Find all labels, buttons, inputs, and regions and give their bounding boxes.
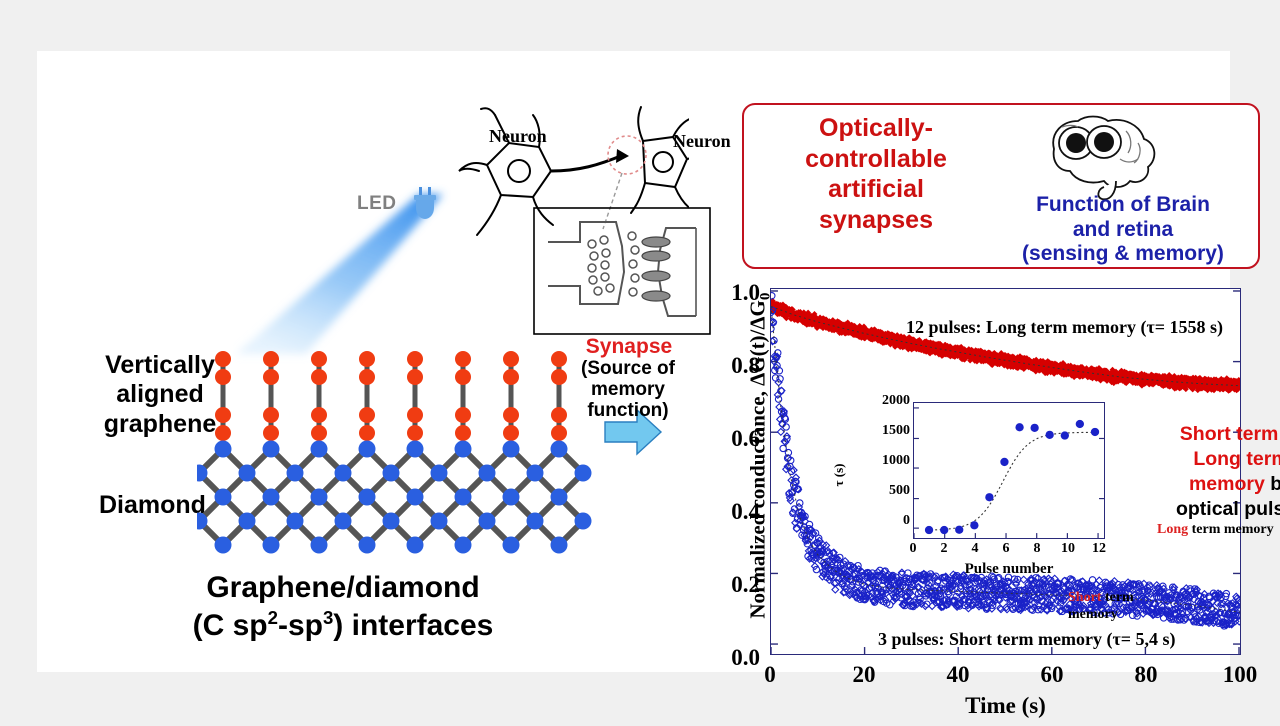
callout-title: Optically- controllable artificial synap… — [766, 113, 986, 235]
led-label: LED — [357, 193, 397, 214]
x-tick-0: 0 — [764, 662, 776, 687]
inset-y-tick-1000: 1000 — [882, 453, 910, 468]
synapse-sub-3: function) — [587, 399, 669, 421]
inset-note-long: Long term memory — [1157, 522, 1274, 538]
inset-x-tick-6: 6 — [1002, 541, 1010, 556]
highlight-2: Long term — [1193, 447, 1280, 470]
inset-x-tick-8: 8 — [1033, 541, 1041, 556]
right-arrow-icon — [604, 408, 663, 456]
inset-data-layer — [913, 407, 1104, 538]
highlight-3-red: memory — [1188, 472, 1265, 495]
chart-plot-area: 12 pulses: Long term memory (τ= 1558 s) … — [766, 288, 1280, 655]
highlight-4: optical pulses — [1175, 497, 1280, 520]
inset-note-short: Short term memory — [1068, 589, 1134, 623]
inset-x-tick-10: 10 — [1061, 541, 1075, 556]
synapse-detail-box — [533, 207, 711, 335]
x-tick-20: 20 — [852, 662, 876, 687]
inset-y-tick-2000: 2000 — [882, 393, 910, 408]
inset-x-axis-label: Pulse number — [964, 561, 1054, 577]
memory-decay-chart: Normalized conductance, ΔG(t)/ΔG0 0.0 0.… — [692, 276, 1280, 726]
y-tick-3: 0.6 — [731, 426, 760, 451]
brain-with-eyes-icon — [1052, 115, 1156, 201]
inset-x-tick-12: 12 — [1092, 541, 1106, 556]
x-tick-100: 100 — [1222, 662, 1258, 687]
callout-right-1: Function of Brain — [1036, 193, 1210, 216]
series-short-term — [766, 292, 1245, 630]
synapse-sublabel: (Source of memory function) — [543, 358, 713, 422]
inset-note-short-2: memory — [1068, 607, 1118, 623]
y-tick-0: 0.0 — [731, 645, 760, 670]
y-tick-5: 1.0 — [731, 280, 760, 305]
chart-data-layer — [766, 290, 1245, 654]
highlight-3: memory by — [1166, 472, 1280, 497]
y-tick-4: 0.8 — [731, 353, 760, 378]
neuron-right-label: Neuron — [673, 131, 731, 151]
led-bulb-icon — [414, 187, 436, 219]
inset-y-tick-0: 0 — [903, 513, 910, 528]
vag-line-3: graphene — [103, 409, 217, 438]
y-tick-2: 0.4 — [731, 499, 760, 524]
series-long-term — [768, 297, 1243, 394]
cap-post: ) interfaces — [333, 608, 494, 642]
callout-title-3: artificial — [828, 175, 924, 203]
annotation-short-term: 3 pulses: Short term memory (τ= 5,4 s) — [878, 629, 1176, 649]
highlight-1: Short term to — [1179, 423, 1280, 445]
synapse-label: Synapse — [585, 335, 673, 358]
vag-line-2: aligned — [116, 380, 204, 409]
neuron-synapse-illustration — [458, 106, 689, 236]
callout-title-2: controllable — [805, 144, 947, 173]
led-light-cone — [236, 194, 443, 354]
chart-x-axis-label: Time (s) — [965, 693, 1046, 718]
inset-note-short-rest: term — [1101, 590, 1134, 605]
figure-canvas: LED Vertically aligned graphene Diamond — [37, 51, 1280, 718]
inset-x-tick-4: 4 — [971, 541, 979, 556]
inset-note-short-hl: Short — [1068, 590, 1102, 605]
callout-title-1: Optically- — [819, 114, 933, 142]
synapse-sub-2: memory — [591, 378, 665, 400]
cap-mid: -sp — [277, 608, 323, 642]
inset-data-points — [924, 419, 1100, 535]
graphene-diamond-lattice-diagram — [197, 351, 592, 554]
graphene-diamond-caption: Graphene/diamond (C sp2-sp3) interfaces — [83, 570, 603, 644]
callout-box: Optically- controllable artificial synap… — [742, 103, 1260, 269]
annotation-long-term: 12 pulses: Long term memory (τ= 1558 s) — [906, 317, 1224, 337]
inset-y-tick-500: 500 — [889, 483, 910, 498]
caption-line-1: Graphene/diamond — [206, 571, 480, 604]
caption-line-2: (C sp2-sp3) interfaces — [83, 607, 603, 645]
inset-y-tick-1500: 1500 — [882, 423, 910, 438]
x-tick-60: 60 — [1040, 662, 1064, 687]
cap-sup-3: 3 — [322, 606, 334, 628]
cap-pre: (C sp — [192, 608, 268, 642]
x-tick-40: 40 — [946, 662, 970, 687]
annotation-highlight: Short term to Long term memory by optica… — [1166, 422, 1280, 522]
inset-note-long-hl: Long — [1157, 522, 1189, 537]
callout-right-3: (sensing & memory) — [1022, 242, 1224, 266]
synapse-sub-1: (Source of — [581, 358, 675, 379]
x-tick-80: 80 — [1134, 662, 1158, 687]
callout-right-2: and retina — [1072, 217, 1174, 241]
vertically-aligned-graphene-label: Vertically aligned graphene — [95, 351, 225, 439]
cap-sup-2: 2 — [267, 606, 278, 628]
callout-right-text: Function of Brain and retina (sensing & … — [992, 193, 1254, 267]
inset-y-axis-label: τ (s) — [831, 463, 846, 487]
diamond-label: Diamond — [99, 491, 206, 519]
inset-note-long-rest: term memory — [1188, 522, 1274, 537]
vag-line-1: Vertically — [105, 351, 215, 379]
y-tick-1: 0.2 — [731, 572, 760, 597]
inset-x-tick-0: 0 — [909, 541, 917, 556]
inset-plot-area: Long term memory Short term memory — [913, 402, 1274, 622]
inset-x-tick-2: 2 — [940, 541, 948, 556]
highlight-3-black: by — [1270, 472, 1280, 495]
callout-title-4: synapses — [819, 205, 933, 234]
